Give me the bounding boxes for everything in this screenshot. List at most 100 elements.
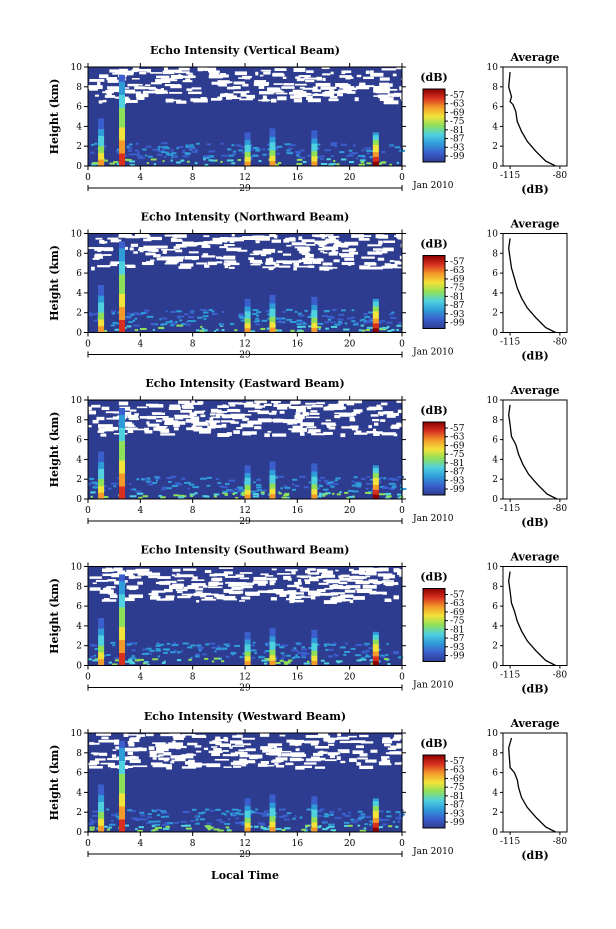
echo-cell <box>149 649 155 652</box>
data-gap <box>176 591 183 594</box>
echo-cell <box>226 489 233 492</box>
echo-plume <box>119 159 126 167</box>
data-gap <box>283 419 296 424</box>
data-gap <box>331 249 336 253</box>
data-gap <box>248 257 255 260</box>
data-gap <box>321 422 336 425</box>
x-tick-label: 4 <box>137 506 143 516</box>
echo-plume <box>311 299 318 303</box>
echo-cell <box>249 649 257 652</box>
echo-cell <box>170 475 177 478</box>
echo-plume <box>372 139 379 143</box>
echo-plume <box>119 312 126 320</box>
echo-plume <box>311 481 318 485</box>
echo-cell <box>132 319 136 322</box>
data-gap <box>308 265 315 268</box>
profile-title: Average <box>509 218 559 231</box>
echo-cell <box>128 658 133 661</box>
echo-plume <box>269 652 276 656</box>
data-gap <box>311 433 326 436</box>
echo-cell <box>208 309 213 312</box>
echo-cell <box>260 491 265 494</box>
echo-cell <box>127 312 131 315</box>
echo-cell <box>184 824 191 827</box>
y-tick-label: 8 <box>76 582 82 592</box>
echo-cell <box>334 816 342 819</box>
data-gap <box>289 91 302 95</box>
data-gap <box>139 416 155 419</box>
echo-cell <box>275 476 279 479</box>
data-gap <box>313 593 320 597</box>
profile-y-tick-label: 0 <box>492 662 498 672</box>
data-gap <box>306 70 314 73</box>
data-gap <box>341 426 351 429</box>
echo-cell <box>344 821 350 824</box>
echo-cell <box>367 315 371 318</box>
echo-cell <box>194 162 198 165</box>
echo-plume <box>269 482 276 487</box>
echo-cell <box>379 328 387 331</box>
echo-plume <box>269 300 276 304</box>
echo-cell <box>220 142 224 145</box>
data-gap <box>340 574 350 578</box>
data-gap <box>342 249 355 252</box>
echo-cell <box>334 142 338 145</box>
echo-plume <box>269 131 276 135</box>
data-gap <box>297 579 302 583</box>
echo-cell <box>191 320 196 323</box>
echo-cell <box>202 330 205 333</box>
data-gap <box>137 581 143 585</box>
data-gap <box>163 744 176 747</box>
echo-cell <box>137 155 144 158</box>
echo-cell <box>144 154 148 157</box>
echo-cell <box>170 324 175 327</box>
echo-cell <box>368 492 372 495</box>
colorbar-tick-label: -75 <box>450 450 465 460</box>
echo-cell <box>321 314 328 317</box>
echo-plume <box>119 472 126 480</box>
data-gap <box>201 598 216 601</box>
data-gap <box>167 257 176 262</box>
echo-plume <box>311 814 318 818</box>
echo-cell <box>392 820 396 823</box>
data-gap <box>196 242 209 245</box>
echo-plume <box>269 163 276 167</box>
echo-cell <box>140 814 146 817</box>
echo-cell <box>133 153 140 156</box>
data-gap <box>142 86 156 90</box>
echo-plume <box>269 810 276 814</box>
data-gap <box>135 91 142 94</box>
echo-cell <box>182 495 187 498</box>
echo-cell <box>324 321 330 324</box>
data-gap <box>231 587 244 590</box>
echo-cell <box>328 825 335 828</box>
data-gap <box>207 586 223 589</box>
echo-cell <box>397 656 404 659</box>
data-gap <box>257 583 266 586</box>
echo-plume <box>244 139 251 143</box>
data-gap <box>254 400 267 404</box>
data-gap <box>373 432 380 436</box>
echo-cell <box>277 321 284 324</box>
echo-cell <box>106 808 110 811</box>
data-gap <box>344 589 356 593</box>
data-gap <box>336 736 350 740</box>
echo-cell <box>237 487 244 490</box>
echo-cell <box>265 643 268 646</box>
echo-cell <box>361 156 367 159</box>
profile-y-tick-label: 2 <box>492 309 498 319</box>
echo-plume <box>119 286 126 294</box>
data-gap <box>152 763 167 768</box>
data-gap <box>121 423 131 427</box>
echo-plume <box>98 145 105 150</box>
echo-cell <box>181 477 186 480</box>
echo-plume <box>244 303 251 307</box>
data-gap <box>330 71 334 75</box>
echo-plume <box>98 638 105 643</box>
echo-cell <box>126 325 132 328</box>
echo-plume <box>244 658 251 662</box>
echo-cell <box>330 325 338 328</box>
echo-plume <box>372 163 379 167</box>
echo-cell <box>330 155 334 158</box>
data-gap <box>209 581 220 586</box>
